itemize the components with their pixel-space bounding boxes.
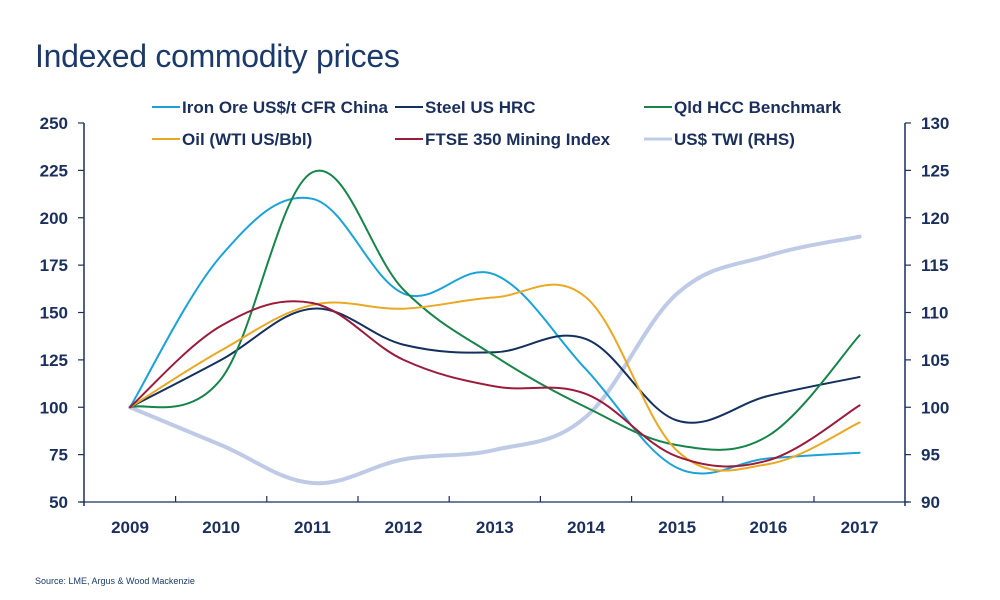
x-tick-label: 2011 bbox=[294, 518, 331, 537]
series-line-oil-wti-us-bbl bbox=[129, 283, 861, 472]
x-tick-label: 2017 bbox=[841, 518, 879, 537]
legend-label-iron-ore-us-t-cfr-china: Iron Ore US$/t CFR China bbox=[182, 98, 388, 117]
y2-tick-label: 130 bbox=[921, 114, 949, 133]
legend-label-steel-us-hrc: Steel US HRC bbox=[425, 98, 536, 117]
chart-title: Indexed commodity prices bbox=[35, 38, 400, 74]
y-tick-label: 50 bbox=[49, 493, 68, 512]
y2-tick-label: 100 bbox=[921, 398, 949, 417]
series-line-ftse-350-mining-index bbox=[129, 300, 861, 468]
x-tick-label: 2013 bbox=[476, 518, 514, 537]
series-line-iron-ore-us-t-cfr-china bbox=[129, 196, 861, 475]
legend-label-oil-wti-us-bbl: Oil (WTI US/Bbl) bbox=[182, 130, 312, 149]
series-lines bbox=[128, 169, 862, 486]
y-tick-label: 175 bbox=[40, 256, 68, 275]
y-tick-label: 225 bbox=[40, 161, 68, 180]
series-line-qld-hcc-benchmark bbox=[129, 169, 861, 451]
x-tick-label: 2012 bbox=[385, 518, 423, 537]
x-tick-label: 2015 bbox=[658, 518, 696, 537]
y2-tick-label: 125 bbox=[921, 161, 949, 180]
series-line-steel-us-hrc bbox=[129, 307, 861, 424]
series-line-us-twi-rhs bbox=[128, 234, 862, 486]
y-tick-label: 75 bbox=[49, 446, 68, 465]
x-tick-label: 2010 bbox=[202, 518, 240, 537]
legend-label-ftse-350-mining-index: FTSE 350 Mining Index bbox=[425, 130, 611, 149]
y-tick-label: 150 bbox=[40, 304, 68, 323]
y2-tick-label: 110 bbox=[921, 304, 948, 323]
legend-label-us-twi-rhs: US$ TWI (RHS) bbox=[674, 130, 795, 149]
axes: 50 75 100 125 150 175 200 225 250 90 95 100 105 110 11… bbox=[40, 114, 950, 537]
x-tick-label: 2009 bbox=[111, 518, 149, 537]
x-tick-label: 2016 bbox=[749, 518, 787, 537]
legend-label-qld-hcc-benchmark: Qld HCC Benchmark bbox=[674, 98, 842, 117]
y-tick-label: 200 bbox=[40, 209, 68, 228]
y-tick-label: 100 bbox=[40, 398, 68, 417]
y-tick-label: 125 bbox=[40, 351, 68, 370]
y2-tick-label: 105 bbox=[921, 351, 949, 370]
legend: Iron Ore US$/t CFR China Steel US HRC Qld … bbox=[152, 98, 842, 149]
source-note: Source: LME, Argus & Wood Mackenzie bbox=[35, 576, 195, 586]
y2-tick-label: 115 bbox=[921, 256, 948, 275]
y-tick-label: 250 bbox=[40, 114, 68, 133]
y2-tick-label: 120 bbox=[921, 209, 949, 228]
y2-tick-label: 95 bbox=[921, 446, 940, 465]
y2-tick-label: 90 bbox=[921, 493, 940, 512]
x-tick-label: 2014 bbox=[567, 518, 605, 537]
